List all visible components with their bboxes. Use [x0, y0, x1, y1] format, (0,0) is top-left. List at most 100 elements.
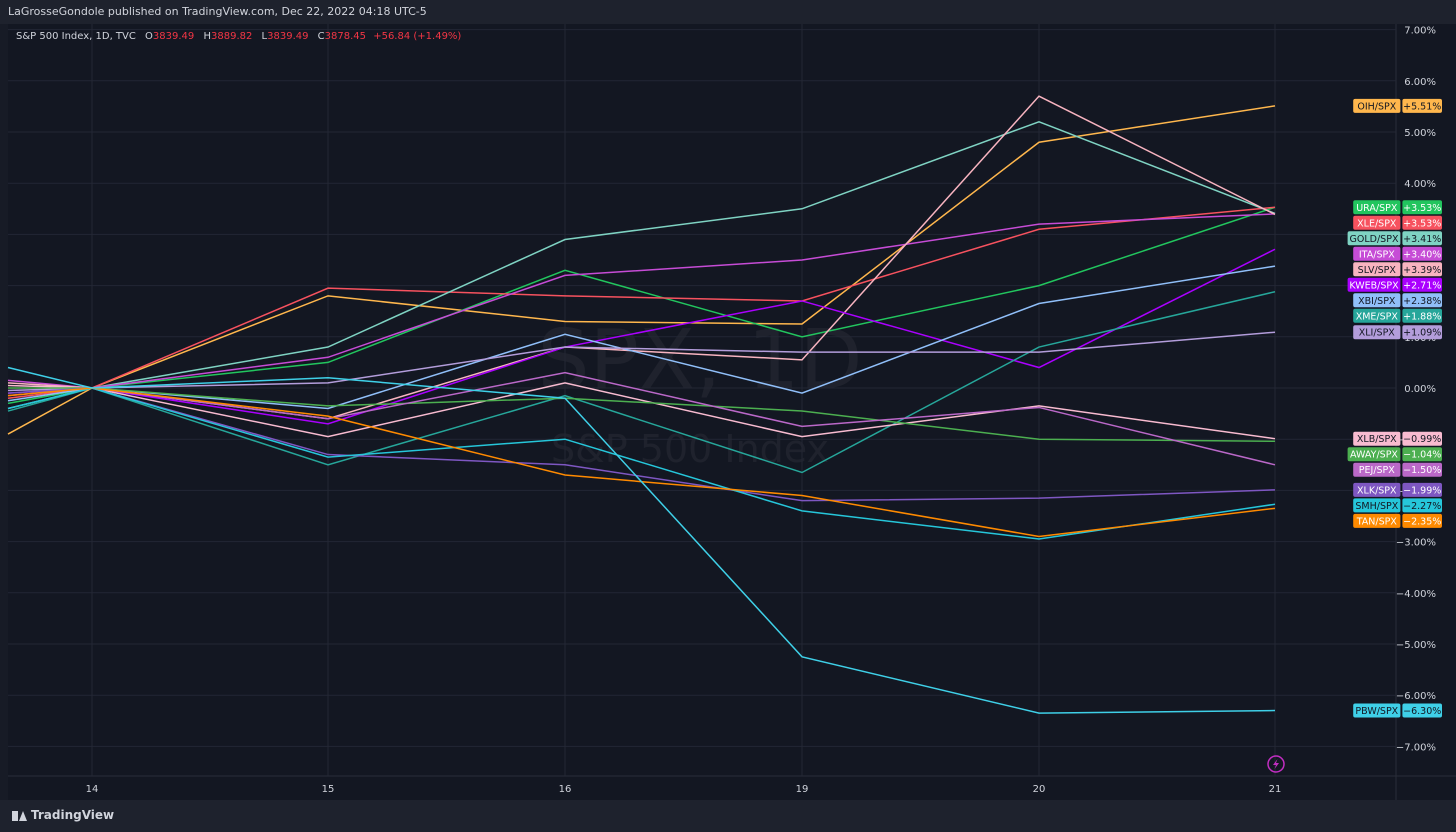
series-name: XLE/SPX: [1357, 218, 1397, 229]
open-label: O: [145, 31, 153, 42]
series-value: +3.41%: [1403, 234, 1441, 245]
published-header: LaGrosseGondole published on TradingView…: [0, 0, 1456, 24]
series-tag-oih-spx[interactable]: OIH/SPX +5.51%: [1353, 98, 1442, 113]
y-tick-label: 0.00%: [1404, 384, 1436, 395]
series-value: −2.27%: [1403, 501, 1441, 512]
x-tick-label: 15: [322, 784, 335, 795]
series-name-box: [1353, 513, 1401, 528]
symbol-legend[interactable]: S&P 500 Index, 1D, TVC O3839.49 H3889.82…: [16, 31, 461, 42]
y-tick-label: 4.00%: [1404, 179, 1436, 190]
series-value: −1.04%: [1403, 450, 1441, 461]
series-value-box: [1402, 246, 1442, 261]
x-tick-label: 16: [559, 784, 572, 795]
series-value: −1.50%: [1403, 465, 1441, 476]
series-value: +1.09%: [1403, 328, 1441, 339]
series-value-box: [1402, 215, 1442, 230]
series-name: KWEB/SPX: [1349, 280, 1399, 291]
series-tag-pbw-spx[interactable]: PBW/SPX −6.30%: [1353, 703, 1442, 718]
series-tag-xbi-spx[interactable]: XBI/SPX +2.38%: [1353, 293, 1442, 308]
series-value: +5.51%: [1403, 101, 1441, 112]
open-value: 3839.49: [152, 31, 195, 42]
x-tick-label: 14: [86, 784, 99, 795]
series-value-box: [1402, 308, 1442, 323]
series-tag-xle-spx[interactable]: XLE/SPX +3.53%: [1353, 215, 1442, 230]
y-tick-label: −6.00%: [1396, 691, 1436, 702]
series-value: +1.88%: [1403, 311, 1441, 322]
footer-bar: [0, 800, 1456, 832]
y-tick-label: 5.00%: [1404, 128, 1436, 139]
grid-lines: [8, 24, 1456, 800]
series-name: PEJ/SPX: [1359, 465, 1395, 476]
y-tick-label: −4.00%: [1396, 589, 1436, 600]
x-tick-label: 20: [1033, 784, 1046, 795]
tradingview-brand[interactable]: TradingView: [12, 808, 114, 822]
series-name-box: [1347, 447, 1401, 462]
series-name: AWAY/SPX: [1350, 450, 1398, 461]
series-tags: OIH/SPX +5.51% URA/SPX +3.53% XLE/SPX +3.53% G…: [1347, 98, 1442, 718]
tradingview-logo-icon: [12, 809, 28, 821]
series-tag-xme-spx[interactable]: XME/SPX +1.88%: [1353, 308, 1442, 323]
series-tag-ita-spx[interactable]: ITA/SPX +3.40%: [1353, 246, 1442, 261]
series-name-box: [1353, 200, 1401, 215]
series-name: XME/SPX: [1356, 311, 1399, 322]
series-tag-slv-spx[interactable]: SLV/SPX +3.39%: [1353, 262, 1442, 277]
x-tick-label: 19: [796, 784, 809, 795]
lightning-icon[interactable]: [1267, 755, 1285, 773]
series-value-box: [1402, 513, 1442, 528]
series-tag-tan-spx[interactable]: TAN/SPX −2.35%: [1353, 513, 1442, 528]
series-tag-xlk-spx[interactable]: XLK/SPX −1.99%: [1353, 482, 1442, 497]
y-tick-label: −3.00%: [1396, 538, 1436, 549]
series-tag-away-spx[interactable]: AWAY/SPX −1.04%: [1347, 447, 1442, 462]
series-lines: [7, 95, 1276, 714]
series-value: +2.38%: [1403, 296, 1441, 307]
series-value: +3.53%: [1403, 218, 1441, 229]
watermark-main: SPX, 1D: [537, 313, 862, 408]
low-value: 3839.49: [267, 31, 309, 42]
series-tag-smh-spx[interactable]: SMH/SPX −2.27%: [1353, 498, 1442, 513]
y-tick-label: −7.00%: [1396, 742, 1436, 753]
series-value: −6.30%: [1403, 706, 1441, 717]
series-value: +3.53%: [1403, 203, 1441, 214]
x-tick-label: 21: [1269, 784, 1282, 795]
published-text: LaGrosseGondole published on TradingView…: [8, 5, 427, 18]
series-name: PBW/SPX: [1355, 706, 1398, 717]
series-name-box: [1353, 462, 1401, 477]
symbol-name: S&P 500 Index, 1D, TVC: [16, 31, 136, 42]
series-value-box: [1402, 231, 1442, 246]
series-name: SMH/SPX: [1355, 501, 1398, 512]
series-value-box: [1402, 262, 1442, 277]
series-name: SLV/SPX: [1358, 265, 1397, 276]
series-tag-gold-spx[interactable]: GOLD/SPX +3.41%: [1347, 231, 1442, 246]
series-name: XLK/SPX: [1357, 485, 1397, 496]
series-name-box: [1353, 325, 1401, 340]
series-tag-xli-spx[interactable]: XLI/SPX +1.09%: [1353, 325, 1442, 340]
series-name: GOLD/SPX: [1350, 234, 1399, 245]
series-tag-xlb-spx[interactable]: XLB/SPX −0.99%: [1353, 431, 1442, 446]
low-label: L: [261, 31, 268, 42]
series-value: +2.71%: [1403, 280, 1441, 291]
series-tag-kweb-spx[interactable]: KWEB/SPX +2.71%: [1347, 277, 1442, 292]
series-value-box: [1402, 325, 1442, 340]
series-name: OIH/SPX: [1357, 101, 1396, 112]
series-value: −0.99%: [1403, 434, 1441, 445]
x-axis-ticks: 14 15 16 19 20 21: [86, 784, 1282, 795]
series-name: XLB/SPX: [1357, 434, 1397, 445]
series-tag-ura-spx[interactable]: URA/SPX +3.53%: [1353, 200, 1442, 215]
series-name: URA/SPX: [1356, 203, 1398, 214]
series-value-box: [1402, 482, 1442, 497]
series-name-box: [1353, 431, 1401, 446]
series-value-box: [1402, 293, 1442, 308]
series-name: XBI/SPX: [1358, 296, 1396, 307]
series-name-box: [1353, 246, 1401, 261]
series-value-box: [1402, 703, 1442, 718]
close-value: 3878.45: [324, 31, 367, 42]
chart-svg[interactable]: SPX, 1D S&P 500 Index 7.00%6.00%5.00%4.0…: [0, 0, 1456, 800]
series-line-pbw-spx[interactable]: [7, 366, 1276, 714]
series-tag-pej-spx[interactable]: PEJ/SPX −1.50%: [1353, 462, 1442, 477]
series-value: −2.35%: [1403, 516, 1441, 527]
y-tick-label: 7.00%: [1404, 26, 1436, 37]
series-name: TAN/SPX: [1356, 516, 1398, 527]
series-name-box: [1353, 498, 1401, 513]
series-value-box: [1402, 200, 1442, 215]
y-tick-label: 6.00%: [1404, 77, 1436, 88]
